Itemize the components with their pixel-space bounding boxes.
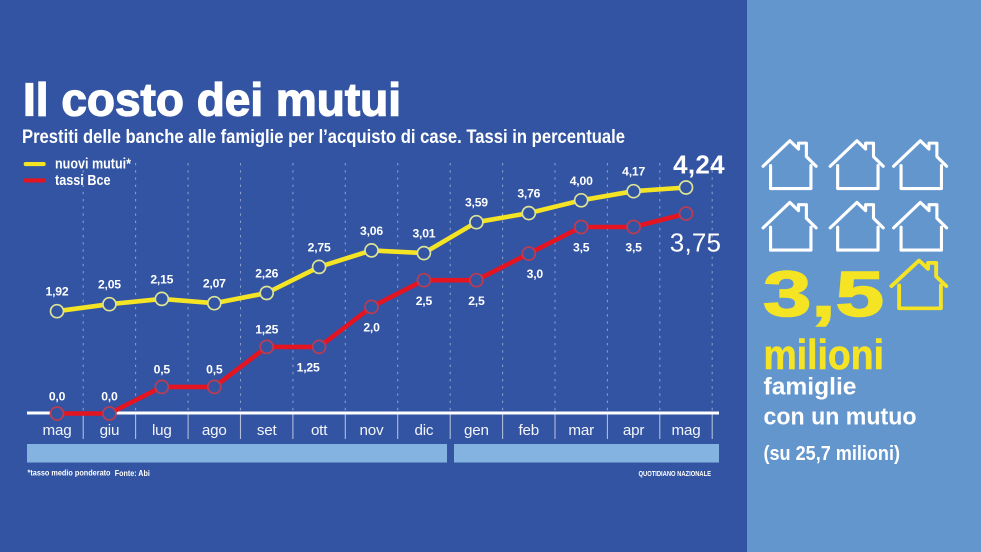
svg-text:ago: ago bbox=[202, 422, 227, 439]
svg-text:Prestiti delle banche alle fam: Prestiti delle banche alle famiglie per … bbox=[22, 127, 625, 148]
svg-text:2,15: 2,15 bbox=[150, 272, 173, 286]
svg-text:3,06: 3,06 bbox=[360, 224, 383, 238]
svg-text:tassi Bce: tassi Bce bbox=[55, 172, 111, 189]
svg-text:famiglie: famiglie bbox=[764, 374, 857, 401]
svg-text:4,24: 4,24 bbox=[673, 150, 725, 180]
svg-text:1,25: 1,25 bbox=[255, 323, 278, 337]
svg-text:3,01: 3,01 bbox=[412, 227, 435, 241]
svg-text:3,5: 3,5 bbox=[625, 241, 642, 255]
svg-text:milioni: milioni bbox=[764, 331, 885, 378]
svg-text:4,17: 4,17 bbox=[622, 165, 645, 179]
svg-text:apr: apr bbox=[623, 422, 644, 439]
svg-text:set: set bbox=[257, 422, 278, 439]
svg-text:Fonte: Abi: Fonte: Abi bbox=[115, 468, 150, 478]
svg-text:(su 25,7 milioni): (su 25,7 milioni) bbox=[764, 443, 901, 465]
svg-text:gen: gen bbox=[464, 422, 489, 439]
svg-text:lug: lug bbox=[152, 422, 172, 439]
svg-text:dic: dic bbox=[414, 422, 433, 439]
svg-text:1,92: 1,92 bbox=[46, 285, 69, 299]
svg-text:mag: mag bbox=[43, 422, 72, 439]
svg-text:ott: ott bbox=[311, 422, 328, 439]
svg-text:3,76: 3,76 bbox=[517, 187, 540, 201]
svg-text:feb: feb bbox=[519, 422, 540, 439]
svg-text:mar: mar bbox=[568, 422, 594, 439]
svg-text:2,0: 2,0 bbox=[363, 320, 380, 334]
svg-text:2,26: 2,26 bbox=[255, 267, 278, 281]
svg-text:nuovi mutui*: nuovi mutui* bbox=[55, 156, 131, 173]
svg-text:0,0: 0,0 bbox=[101, 389, 118, 403]
svg-text:0,5: 0,5 bbox=[154, 363, 171, 377]
svg-text:1,25: 1,25 bbox=[297, 360, 320, 374]
svg-text:0,0: 0,0 bbox=[49, 389, 66, 403]
svg-text:*tasso medio ponderato: *tasso medio ponderato bbox=[28, 468, 111, 478]
svg-text:con un mutuo: con un mutuo bbox=[764, 404, 917, 431]
svg-text:2,5: 2,5 bbox=[416, 294, 433, 308]
svg-text:2,05: 2,05 bbox=[98, 278, 121, 292]
svg-text:0,5: 0,5 bbox=[206, 363, 223, 377]
svg-text:2,75: 2,75 bbox=[308, 240, 331, 254]
svg-text:giu: giu bbox=[100, 422, 120, 439]
svg-text:3,75: 3,75 bbox=[670, 228, 721, 258]
svg-text:4,00: 4,00 bbox=[570, 174, 593, 188]
svg-text:3,0: 3,0 bbox=[527, 267, 544, 281]
svg-text:nov: nov bbox=[360, 422, 384, 439]
svg-text:2,07: 2,07 bbox=[203, 277, 226, 291]
svg-text:3,59: 3,59 bbox=[465, 196, 488, 210]
svg-text:mag: mag bbox=[672, 422, 701, 439]
svg-text:Il costo dei mutui: Il costo dei mutui bbox=[23, 74, 401, 126]
svg-text:2,5: 2,5 bbox=[468, 294, 485, 308]
svg-text:QUOTIDIANO NAZIONALE: QUOTIDIANO NAZIONALE bbox=[639, 469, 712, 478]
svg-text:3,5: 3,5 bbox=[573, 241, 590, 255]
svg-text:3,5: 3,5 bbox=[763, 258, 884, 330]
